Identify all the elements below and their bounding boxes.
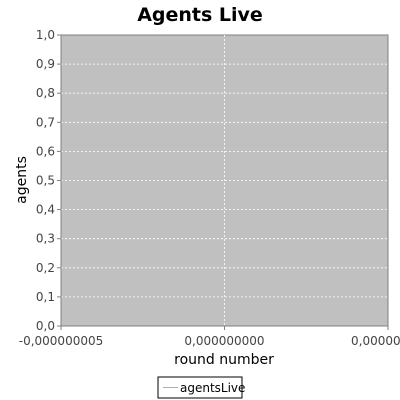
x-tick-label: 0,000000005 [351, 334, 400, 348]
x-tick-label: -0,000000005 [19, 334, 104, 348]
y-tick-label: 0,0 [36, 319, 55, 333]
chart-title: Agents Live [137, 4, 263, 26]
y-tick-label: 0,1 [36, 290, 55, 304]
x-axis-label: round number [174, 352, 274, 368]
y-tick-label: 0,7 [36, 115, 55, 129]
x-axis-ticks: -0,000000005 0,000000000 0,000000005 [19, 326, 400, 348]
y-tick-label: 0,8 [36, 86, 55, 100]
legend-box [157, 376, 243, 399]
y-axis-ticks: 0,0 0,1 0,2 0,3 0,4 0,5 0,6 0,7 0,8 0,9 1,0 [36, 28, 61, 333]
x-tick-label: 0,000000000 [184, 334, 264, 348]
y-tick-label: 0,4 [36, 203, 55, 217]
y-tick-label: 0,6 [36, 144, 55, 158]
y-tick-label: 0,9 [36, 57, 55, 71]
grid-lines [61, 35, 388, 326]
legend-item-agentsLive: agentsLive [180, 381, 245, 395]
legend: agentsLive [157, 376, 245, 399]
y-tick-label: 0,2 [36, 261, 55, 275]
y-axis-label: agents [14, 156, 30, 204]
y-tick-label: 1,0 [36, 28, 55, 42]
y-tick-label: 0,5 [36, 174, 55, 188]
y-tick-label: 0,3 [36, 232, 55, 246]
